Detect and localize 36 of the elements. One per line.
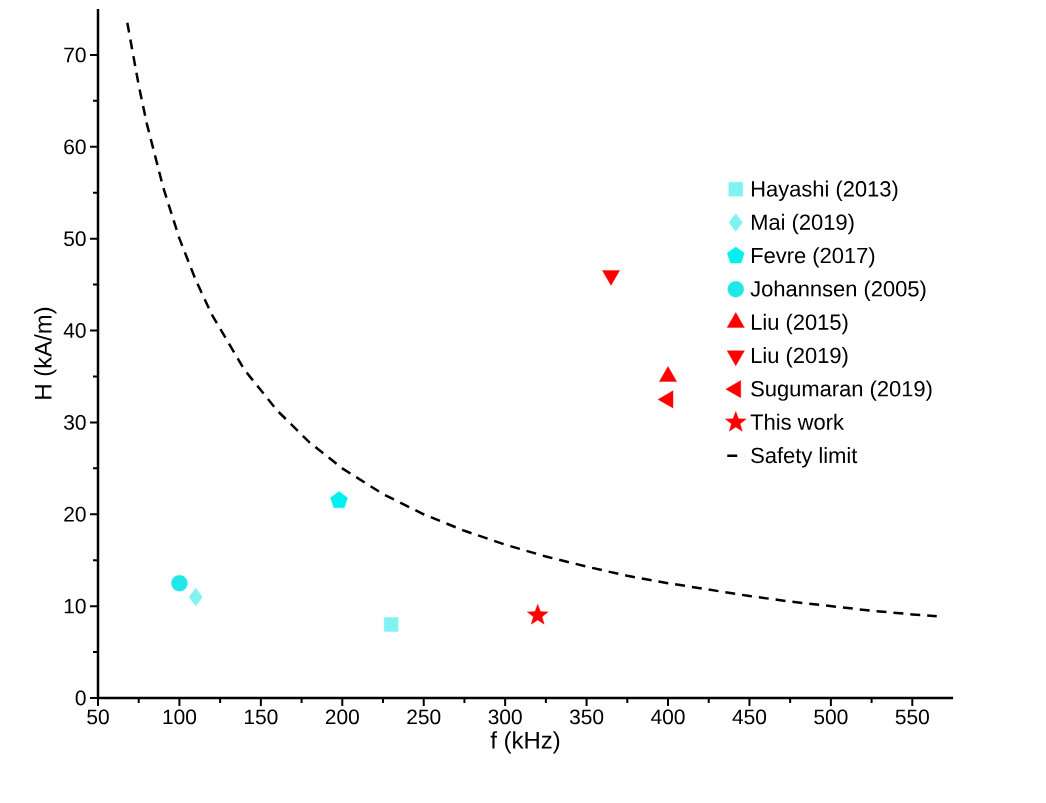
legend-label: Safety limit (751, 447, 858, 468)
point (383, 617, 399, 632)
point (527, 604, 549, 625)
legend-label: Johannsen (2005) (750, 280, 926, 301)
y-tick-label: 0 (75, 690, 86, 706)
x-tick-label: 350 (569, 709, 604, 725)
legend-label: Fevre (2017) (751, 247, 875, 268)
x-tick-label: 550 (895, 709, 929, 725)
x-tick-label: 150 (245, 709, 278, 725)
x-tick-label: 300 (488, 709, 522, 725)
point (171, 575, 188, 592)
y-tick-label: 20 (64, 506, 86, 522)
x-tick-label: 450 (732, 709, 767, 725)
legend-label: This work (750, 413, 844, 430)
x-tick-label: 500 (814, 709, 848, 725)
y-tick-label: 60 (64, 139, 86, 155)
x-axis-title: f (kHz) (490, 731, 560, 754)
x-tick-label: 250 (407, 709, 441, 725)
y-tick-label: 30 (64, 414, 86, 430)
y-tick-label: 40 (63, 323, 86, 338)
legend-label: Mai (2019) (751, 213, 854, 235)
y-tick-label: 10 (64, 598, 86, 614)
y-axis-title: H (kA/m) (34, 307, 57, 399)
point (330, 491, 348, 508)
x-tick-label: 50 (87, 709, 109, 725)
x-tick-label: 200 (325, 709, 359, 725)
legend-label: Liu (2019) (751, 347, 848, 368)
y-tick-label: 70 (64, 47, 86, 63)
legend-label: Sugumaran (2019) (751, 380, 932, 401)
point (657, 390, 674, 409)
y-tick-label: 50 (64, 231, 86, 247)
legend-label: Liu (2015) (751, 313, 848, 335)
x-tick-label: 100 (163, 709, 197, 725)
point (188, 587, 203, 607)
legend-label: Hayashi (2013) (751, 180, 898, 201)
x-tick-label: 400 (651, 709, 685, 725)
